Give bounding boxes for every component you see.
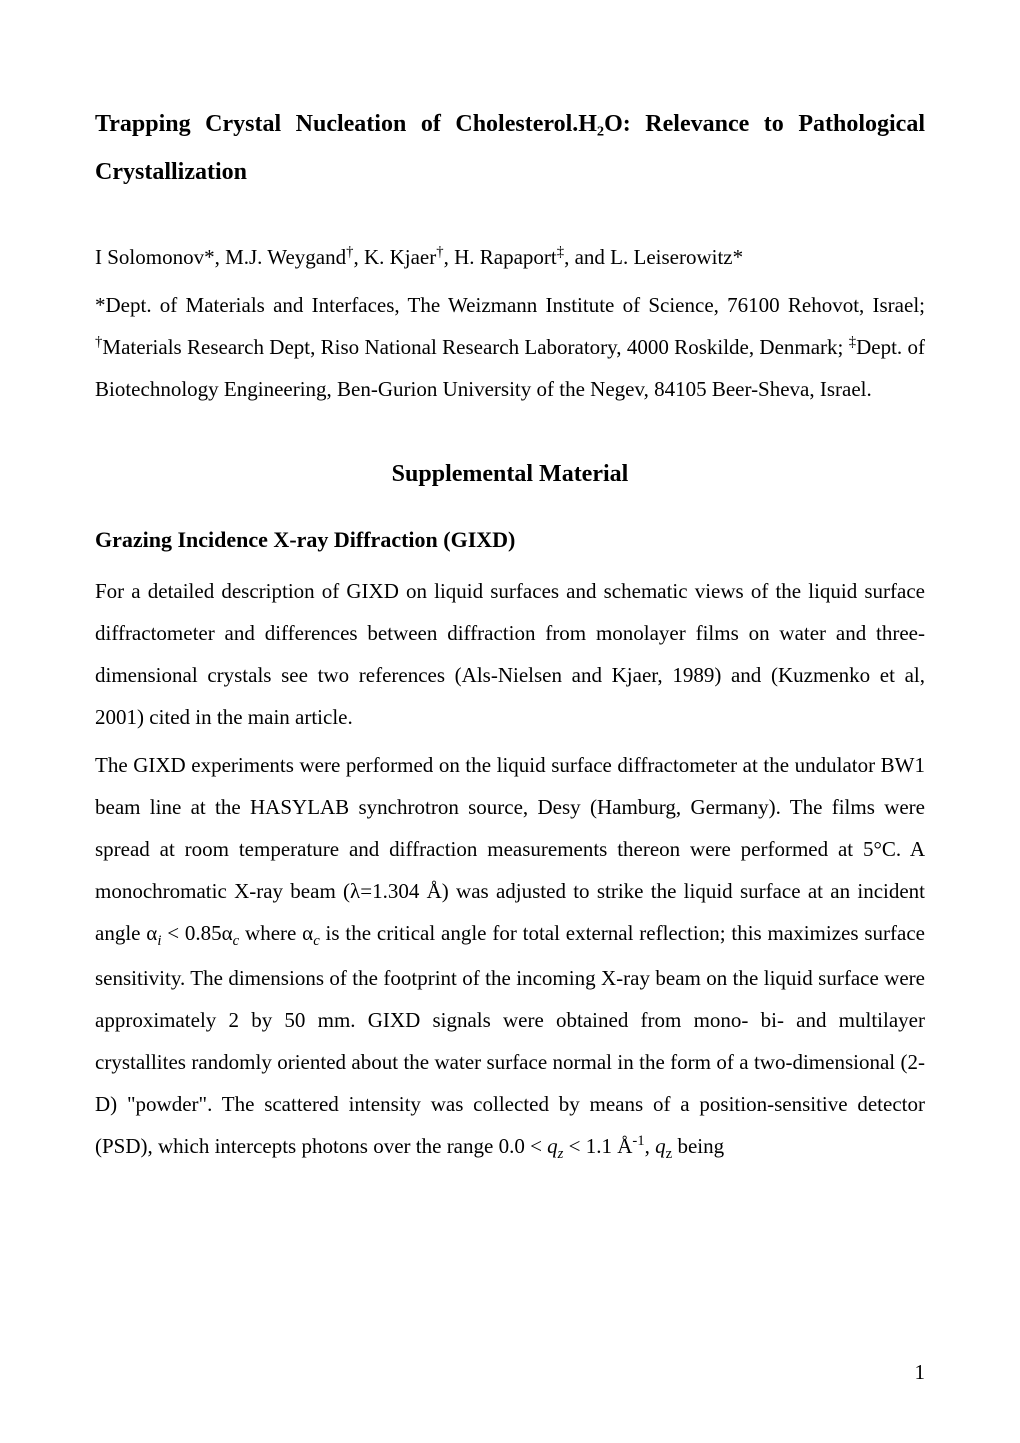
authors-line: I Solomonov*, M.J. Weygand†, K. Kjaer†, … (95, 236, 925, 278)
p2-text-1: The GIXD experiments were performed on t… (95, 753, 925, 945)
p2-text-5: < 1.1 Å (563, 1134, 632, 1158)
p2-text-3: where α (239, 921, 313, 945)
q-2: q (655, 1134, 666, 1158)
sup-minus1: -1 (632, 1133, 644, 1149)
affiliations: *Dept. of Materials and Interfaces, The … (95, 284, 925, 410)
paragraph-2: The GIXD experiments were performed on t… (95, 744, 925, 1169)
p2-text-6: , (645, 1134, 656, 1158)
affiliations-text: *Dept. of Materials and Interfaces, The … (95, 293, 925, 401)
paper-title: Trapping Crystal Nucleation of Cholester… (95, 100, 925, 196)
section-header-supplemental: Supplemental Material (95, 450, 925, 498)
q-1: q (547, 1134, 558, 1158)
p2-text-7: being (672, 1134, 724, 1158)
p2-text-4: is the critical angle for total external… (95, 921, 925, 1158)
p2-text-2: < 0.85α (161, 921, 232, 945)
page-number: 1 (915, 1351, 926, 1393)
paragraph-1: For a detailed description of GIXD on li… (95, 570, 925, 738)
subsection-header-gixd: Grazing Incidence X-ray Diffraction (GIX… (95, 518, 925, 562)
authors-text: I Solomonov*, M.J. Weygand†, K. Kjaer†, … (95, 245, 743, 269)
